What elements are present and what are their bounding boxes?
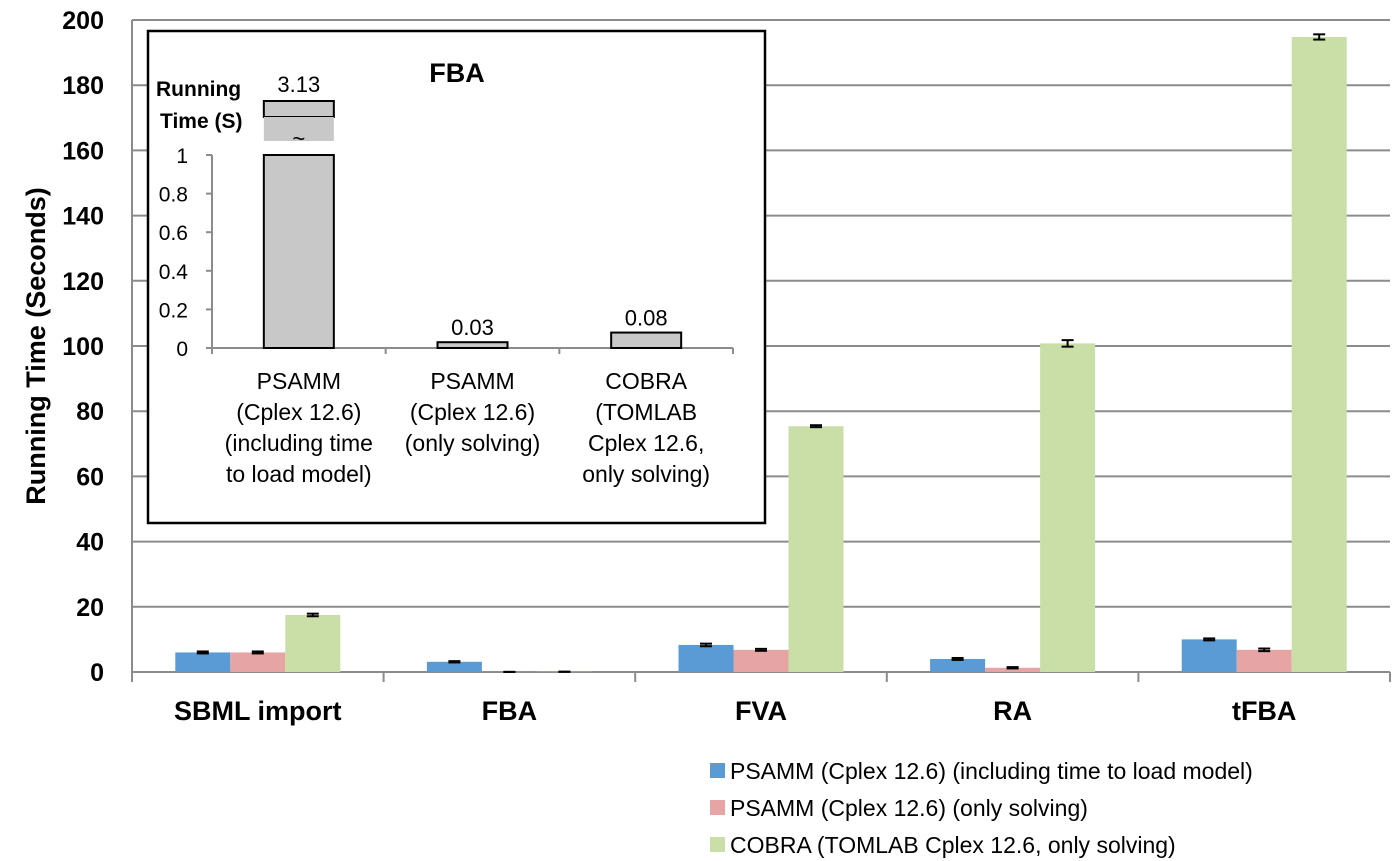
inset-y-tick-label: 1: [176, 145, 188, 168]
inset-chart: FBA Running Time (S) 0 0.2 0.4 0.6 0.8 1 ~3.13 PSA…: [146, 29, 767, 525]
legend-swatch: [710, 800, 725, 815]
bar: [985, 667, 1041, 672]
legend-swatch: [710, 763, 725, 778]
inset-frame: [146, 29, 767, 525]
y-tick-label: 140: [62, 203, 104, 231]
bar: [1181, 639, 1237, 672]
bar: [1236, 649, 1292, 672]
inset-category-label-line: to load model): [226, 461, 372, 487]
inset-break-symbol: ~: [292, 126, 305, 151]
legend-swatch: [710, 837, 725, 852]
y-tick-label: 160: [62, 137, 104, 165]
inset-category-label-line: PSAMM: [430, 368, 514, 394]
inset-category-label-line: only solving): [582, 461, 710, 487]
y-tick-label: 180: [62, 72, 104, 100]
inset-bar: [436, 341, 509, 349]
inset-category-label-line: PSAMM: [257, 368, 341, 394]
bar: [1291, 36, 1347, 672]
inset-y-label-line: Running: [156, 78, 241, 101]
legend-label: PSAMM (Cplex 12.6) (including time to lo…: [730, 758, 1253, 784]
inset-y-tick-label: 0: [176, 338, 188, 361]
y-axis-label: Running Time (Seconds): [21, 187, 51, 505]
inset-category-label-line: (only solving): [405, 430, 541, 456]
x-category-label: FBA: [482, 696, 538, 726]
x-category-labels: SBML import FBA FVA RA tFBA: [174, 696, 1296, 726]
inset-category-label-line: (including time: [225, 430, 373, 456]
y-tick-label: 120: [62, 268, 104, 296]
inset-y-tick-label: 0.8: [159, 184, 188, 207]
y-tick-label: 60: [76, 463, 104, 491]
x-category-label: tFBA: [1232, 696, 1296, 726]
legend: PSAMM (Cplex 12.6) (including time to lo…: [710, 758, 1253, 858]
inset-value-label: 0.08: [625, 306, 668, 331]
y-tick-label: 0: [90, 659, 104, 687]
bar: [733, 649, 789, 672]
y-tick-label: 20: [76, 594, 104, 622]
x-category-label: SBML import: [174, 696, 342, 726]
inset-y-label-line: Time (S): [160, 110, 242, 133]
legend-label: COBRA (TOMLAB Cplex 12.6, only solving): [730, 832, 1176, 858]
y-tick-label: 40: [76, 529, 104, 557]
inset-bar-top: [262, 100, 335, 118]
inset-bar-break-fill: [263, 117, 334, 141]
bar: [678, 644, 734, 672]
inset-value-label: 3.13: [277, 72, 320, 97]
x-category-label: FVA: [735, 696, 787, 726]
bar: [426, 661, 482, 672]
inset-value-label: 0.03: [451, 315, 494, 340]
bar: [1040, 343, 1096, 672]
inset-bar: [262, 154, 335, 349]
inset-y-tick-label: 0.4: [159, 261, 189, 284]
inset-category-label-line: COBRA: [605, 368, 687, 394]
y-tick-labels: 0 20 40 60 80 100 120 140 160 180 200: [62, 7, 104, 687]
y-tick-label: 200: [62, 7, 104, 35]
inset-category-label-line: (TOMLAB: [595, 399, 697, 425]
bar: [175, 652, 231, 672]
bar: [285, 614, 341, 672]
bars: [175, 33, 1347, 673]
y-tick-label: 100: [62, 333, 104, 361]
x-category-label: RA: [993, 696, 1032, 726]
inset-y-tick-label: 0.6: [159, 222, 188, 245]
bar: [230, 652, 286, 672]
inset-title: FBA: [429, 58, 485, 88]
inset-y-tick-label: 0.2: [159, 299, 188, 322]
inset-category-label-line: (Cplex 12.6): [410, 399, 535, 425]
inset-bar: [610, 331, 683, 349]
inset-category-label-line: Cplex 12.6,: [588, 430, 704, 456]
bar: [930, 658, 986, 672]
y-tick-label: 80: [76, 398, 104, 426]
legend-label: PSAMM (Cplex 12.6) (only solving): [730, 795, 1088, 821]
inset-category-label-line: (Cplex 12.6): [236, 399, 361, 425]
bar: [788, 426, 844, 672]
